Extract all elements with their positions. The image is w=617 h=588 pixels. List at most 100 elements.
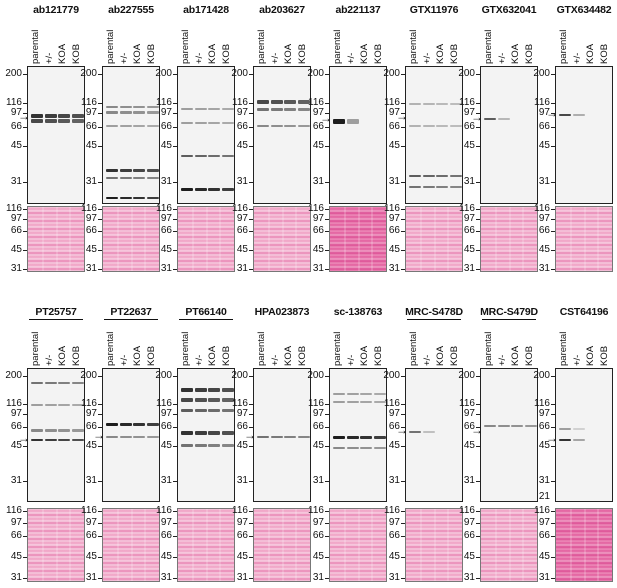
mw-marker: 97 (10, 213, 22, 225)
mw-marker: 97 (10, 516, 22, 528)
mw-tick (325, 480, 329, 482)
lane-gap (344, 207, 346, 271)
protein-band (208, 387, 220, 392)
mw-tick (551, 445, 555, 447)
protein-band (221, 188, 234, 192)
protein-band (146, 422, 159, 426)
mw-marker: 66 (236, 530, 248, 542)
protein-band (449, 102, 462, 105)
mw-tick (98, 268, 102, 270)
mw-marker: 45 (388, 550, 400, 562)
protein-band (221, 108, 234, 111)
mw-marker: 66 (463, 120, 475, 132)
antibody-title: MRC-S479D (480, 306, 538, 318)
mw-marker: 31 (312, 474, 324, 486)
mw-marker: 200 (533, 68, 550, 80)
mw-marker: 31 (312, 175, 324, 187)
lane-gap (597, 207, 599, 271)
mw-marker: 45 (463, 140, 475, 152)
arrow-icon: → (471, 422, 483, 437)
lane-gap (42, 207, 44, 271)
blot-panel (480, 368, 538, 502)
lane-gap (357, 207, 360, 271)
mw-marker: 116 (81, 202, 97, 214)
lane-label: KOA (585, 43, 596, 64)
mw-marker: 66 (538, 225, 550, 237)
mw-tick (173, 249, 177, 251)
mw-tick (98, 556, 102, 558)
ponceau-stain (329, 206, 387, 272)
mw-marker: 200 (533, 370, 550, 382)
lane-label: +/- (193, 354, 205, 366)
protein-band (409, 102, 421, 105)
lane-gap (371, 509, 373, 581)
protein-band (257, 124, 269, 128)
mw-marker: 200 (383, 370, 400, 382)
mw-tick (249, 219, 253, 221)
protein-band (119, 105, 132, 109)
mw-tick (98, 249, 102, 251)
mw-tick (551, 578, 555, 580)
mw-marker: 116 (459, 97, 475, 109)
mw-marker: 45 (538, 243, 550, 255)
mw-marker: 31 (160, 572, 172, 584)
mw-tick (476, 208, 480, 210)
mw-marker: 200 (155, 370, 172, 382)
lane-gap (508, 509, 511, 581)
protein-band (257, 108, 269, 112)
lane-gap (433, 509, 436, 581)
mw-marker: 200 (458, 68, 475, 80)
lane-gap (597, 509, 599, 581)
lane-label: KOB (448, 43, 460, 64)
protein-band (422, 124, 435, 128)
lane-label: parental (558, 29, 569, 64)
lane-label: parental (483, 331, 494, 366)
mw-marker: 97 (160, 407, 172, 419)
protein-band (257, 100, 269, 104)
mw-tick (551, 376, 555, 378)
lane-gap (117, 207, 119, 271)
mw-marker: 116 (308, 504, 324, 516)
mw-marker: 66 (388, 120, 400, 132)
blot-panel (555, 66, 613, 204)
protein-band (270, 108, 283, 112)
mw-tick (551, 208, 555, 210)
mw-tick (325, 126, 329, 128)
protein-band (208, 444, 220, 447)
arrow-icon: → (546, 105, 558, 120)
protein-band (58, 382, 70, 385)
mw-tick (98, 445, 102, 447)
mw-marker: 97 (463, 106, 475, 118)
protein-band (333, 436, 345, 440)
mw-tick (325, 208, 329, 210)
mw-tick (249, 510, 253, 512)
protein-band (146, 177, 159, 180)
mw-tick (23, 103, 27, 105)
protein-band (58, 113, 70, 119)
lane-label: KOB (598, 345, 610, 366)
protein-band (71, 382, 84, 385)
mw-tick (23, 112, 27, 114)
mw-marker: 116 (232, 97, 248, 109)
protein-band (133, 422, 145, 426)
mw-tick (249, 146, 253, 148)
protein-band (119, 177, 132, 180)
blot-panel (253, 368, 311, 502)
protein-band (422, 174, 435, 178)
lane-label: parental (180, 331, 191, 366)
protein-band (409, 430, 421, 433)
protein-band (58, 119, 70, 123)
mw-marker: 200 (458, 370, 475, 382)
protein-band (44, 119, 57, 123)
blot-panel (253, 66, 311, 204)
mw-tick (98, 103, 102, 105)
mw-tick (476, 103, 480, 105)
mw-tick (98, 126, 102, 128)
lane-label: parental (30, 331, 41, 366)
protein-band (194, 188, 207, 192)
protein-band (559, 427, 571, 430)
mw-marker: 31 (538, 175, 550, 187)
mw-marker: 66 (236, 225, 248, 237)
mw-tick (23, 510, 27, 512)
mw-marker: 116 (534, 504, 550, 516)
